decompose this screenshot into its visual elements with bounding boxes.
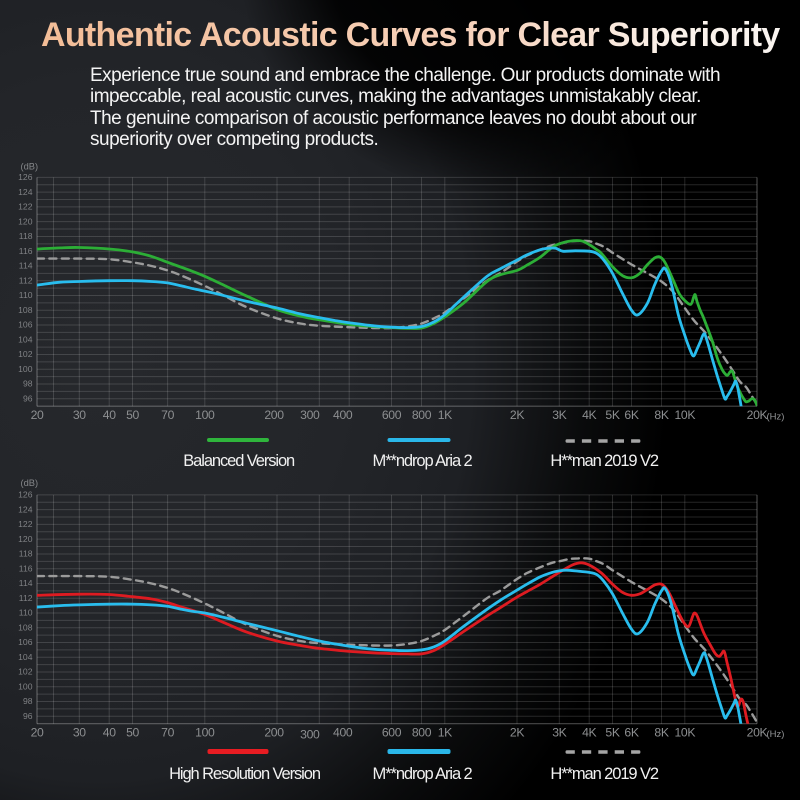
svg-text:98: 98 [23, 696, 33, 706]
svg-text:30: 30 [73, 725, 86, 739]
svg-text:300: 300 [300, 408, 320, 422]
svg-text:3K: 3K [552, 725, 566, 739]
svg-text:600: 600 [382, 725, 402, 739]
svg-text:112: 112 [19, 275, 33, 285]
svg-text:100: 100 [18, 364, 33, 374]
svg-text:30: 30 [73, 408, 86, 422]
svg-text:(dB): (dB) [21, 478, 39, 488]
svg-text:122: 122 [18, 519, 33, 529]
svg-text:20: 20 [31, 725, 44, 739]
svg-text:100: 100 [195, 408, 215, 422]
svg-text:70: 70 [161, 408, 174, 422]
svg-text:126: 126 [18, 172, 33, 182]
svg-text:8K: 8K [654, 725, 668, 739]
svg-text:96: 96 [23, 393, 33, 403]
svg-text:(Hz): (Hz) [767, 729, 785, 740]
svg-text:106: 106 [18, 320, 33, 330]
svg-text:112: 112 [19, 593, 33, 603]
svg-text:102: 102 [18, 667, 33, 677]
svg-text:2K: 2K [510, 725, 524, 739]
svg-text:116: 116 [19, 246, 33, 256]
svg-text:1K: 1K [438, 725, 452, 739]
svg-text:20: 20 [31, 408, 44, 422]
svg-text:104: 104 [18, 652, 33, 662]
svg-text:110: 110 [19, 608, 33, 618]
svg-text:100: 100 [195, 725, 215, 739]
svg-text:124: 124 [18, 504, 33, 514]
svg-text:(Hz): (Hz) [767, 412, 785, 423]
svg-text:118: 118 [19, 549, 33, 559]
svg-text:116: 116 [19, 563, 33, 573]
svg-text:8K: 8K [654, 408, 668, 422]
svg-text:4K: 4K [582, 408, 596, 422]
svg-text:10K: 10K [674, 408, 695, 422]
svg-text:400: 400 [333, 408, 353, 422]
svg-text:800: 800 [412, 725, 432, 739]
svg-text:98: 98 [23, 379, 33, 389]
svg-text:50: 50 [126, 408, 139, 422]
svg-text:120: 120 [18, 216, 33, 226]
svg-text:200: 200 [264, 725, 284, 739]
svg-text:600: 600 [382, 408, 402, 422]
svg-text:100: 100 [18, 681, 33, 691]
svg-text:120: 120 [18, 534, 33, 544]
svg-text:(dB): (dB) [21, 162, 39, 172]
svg-text:106: 106 [18, 637, 33, 647]
svg-text:5K: 5K [605, 725, 619, 739]
svg-text:50: 50 [126, 725, 139, 739]
svg-text:40: 40 [103, 408, 116, 422]
svg-text:114: 114 [19, 261, 33, 271]
svg-text:200: 200 [264, 408, 284, 422]
svg-text:10K: 10K [674, 725, 695, 739]
svg-text:2K: 2K [510, 408, 524, 422]
svg-text:126: 126 [18, 490, 33, 500]
svg-text:40: 40 [103, 725, 116, 739]
svg-text:5K: 5K [605, 408, 619, 422]
svg-text:108: 108 [18, 622, 33, 632]
svg-text:20K: 20K [747, 408, 768, 422]
svg-text:3K: 3K [552, 408, 566, 422]
svg-text:118: 118 [19, 231, 33, 241]
svg-text:20K: 20K [747, 725, 768, 739]
svg-text:6K: 6K [624, 408, 638, 422]
svg-text:122: 122 [18, 202, 33, 212]
svg-text:110: 110 [19, 290, 33, 300]
svg-text:108: 108 [18, 305, 33, 315]
svg-text:102: 102 [18, 349, 33, 359]
svg-text:300: 300 [300, 727, 320, 741]
svg-text:70: 70 [161, 725, 174, 739]
svg-text:1K: 1K [438, 408, 452, 422]
svg-text:114: 114 [19, 578, 33, 588]
svg-text:4K: 4K [582, 725, 596, 739]
svg-text:104: 104 [18, 334, 33, 344]
svg-text:800: 800 [412, 408, 432, 422]
svg-text:6K: 6K [624, 725, 638, 739]
svg-text:124: 124 [18, 187, 33, 197]
svg-text:400: 400 [333, 725, 353, 739]
svg-text:96: 96 [23, 711, 33, 721]
